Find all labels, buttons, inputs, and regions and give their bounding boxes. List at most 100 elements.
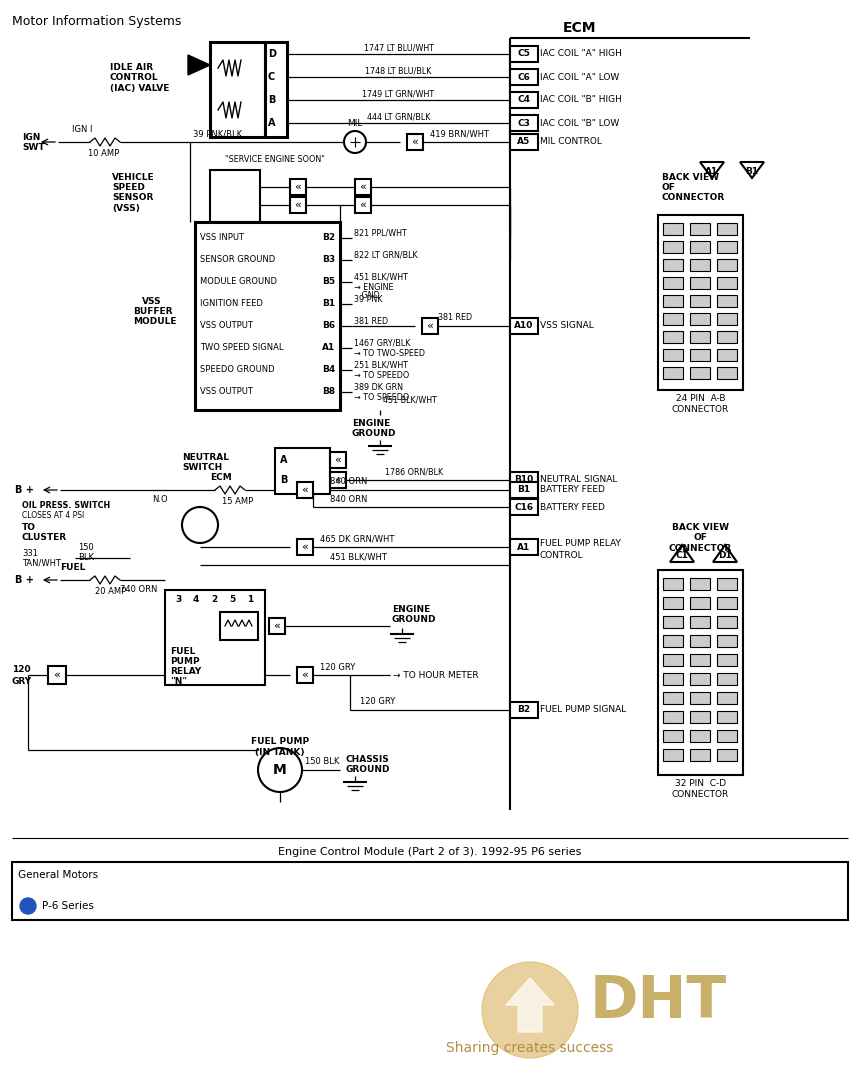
Text: OIL PRESS. SWITCH: OIL PRESS. SWITCH <box>22 500 110 510</box>
Bar <box>717 635 737 647</box>
Bar <box>355 179 371 195</box>
Text: 821 PPL/WHT: 821 PPL/WHT <box>354 229 407 238</box>
Text: B2: B2 <box>518 705 531 715</box>
Text: A10: A10 <box>514 322 534 330</box>
Bar <box>690 711 710 723</box>
Text: → TO HOUR METER: → TO HOUR METER <box>393 671 479 679</box>
Text: D: D <box>268 49 276 59</box>
Text: VSS INPUT: VSS INPUT <box>200 233 244 243</box>
Text: TAN/WHT: TAN/WHT <box>22 558 61 567</box>
Text: A1: A1 <box>518 542 531 552</box>
Text: 3: 3 <box>175 595 181 605</box>
Bar <box>510 46 538 62</box>
Text: 120 GRY: 120 GRY <box>360 698 396 706</box>
Text: B6: B6 <box>322 322 335 330</box>
Text: CONNECTOR: CONNECTOR <box>662 193 725 203</box>
Text: BACK VIEW
OF
CONNECTOR: BACK VIEW OF CONNECTOR <box>669 523 732 553</box>
Text: 1786 ORN/BLK: 1786 ORN/BLK <box>385 468 443 476</box>
Text: GROUND: GROUND <box>352 430 396 438</box>
Text: 840 ORN: 840 ORN <box>330 495 367 503</box>
Bar <box>690 222 710 235</box>
Text: N.O: N.O <box>152 496 168 504</box>
Text: BACK VIEW: BACK VIEW <box>662 174 719 183</box>
Bar <box>663 597 683 609</box>
Text: IAC COIL "B" LOW: IAC COIL "B" LOW <box>540 119 619 127</box>
Text: C4: C4 <box>518 95 531 105</box>
Text: ECM: ECM <box>210 473 231 483</box>
Bar <box>510 69 538 85</box>
Text: A1: A1 <box>322 343 335 352</box>
Text: 10 AMP: 10 AMP <box>88 148 120 158</box>
Bar <box>658 570 743 775</box>
Bar <box>717 276 737 289</box>
Bar <box>663 313 683 325</box>
Text: → TO SPEEDO: → TO SPEEDO <box>354 393 409 403</box>
Text: VSS OUTPUT: VSS OUTPUT <box>200 388 253 396</box>
Text: 381 RED: 381 RED <box>438 313 472 323</box>
Text: 15 AMP: 15 AMP <box>222 497 253 505</box>
Text: MIL: MIL <box>347 120 363 129</box>
Bar <box>717 711 737 723</box>
Polygon shape <box>506 978 554 1032</box>
Text: FUEL: FUEL <box>60 564 85 572</box>
Bar <box>717 313 737 325</box>
Text: Engine Control Module (Part 2 of 3). 1992-95 P6 series: Engine Control Module (Part 2 of 3). 199… <box>279 847 581 858</box>
Text: CONTROL: CONTROL <box>540 551 584 559</box>
Bar <box>290 197 306 213</box>
Text: CHASSIS: CHASSIS <box>345 756 389 765</box>
Bar <box>690 673 710 685</box>
Text: B1: B1 <box>518 486 531 495</box>
Text: 1748 LT BLU/BLK: 1748 LT BLU/BLK <box>366 67 432 76</box>
Text: B: B <box>268 95 275 105</box>
Text: 389 DK GRN: 389 DK GRN <box>354 382 403 391</box>
Text: 39 PNK/BLK: 39 PNK/BLK <box>193 130 243 138</box>
Text: 1: 1 <box>247 595 253 605</box>
Text: B1: B1 <box>746 167 759 176</box>
Bar <box>510 702 538 718</box>
Bar <box>690 578 710 590</box>
Text: NEUTRAL SIGNAL: NEUTRAL SIGNAL <box>540 475 617 485</box>
Text: «: « <box>273 621 280 631</box>
Text: GRY: GRY <box>12 676 32 686</box>
Text: «: « <box>295 183 302 192</box>
Bar <box>690 313 710 325</box>
Text: PUMP: PUMP <box>170 658 200 666</box>
Text: 465 DK GRN/WHT: 465 DK GRN/WHT <box>320 535 395 543</box>
Text: 2: 2 <box>211 595 218 605</box>
Bar <box>663 222 683 235</box>
Text: BLK: BLK <box>78 553 94 563</box>
Polygon shape <box>188 55 210 75</box>
Text: 451 BLK/WHT: 451 BLK/WHT <box>330 553 387 562</box>
Text: 444 LT GRN/BLK: 444 LT GRN/BLK <box>367 112 430 121</box>
Text: (VSS): (VSS) <box>112 203 140 213</box>
Text: CONTROL: CONTROL <box>110 73 158 82</box>
Bar <box>297 667 313 683</box>
Text: "SERVICE ENGINE SOON": "SERVICE ENGINE SOON" <box>225 156 325 164</box>
Text: (IN TANK): (IN TANK) <box>255 747 304 756</box>
Text: 120 GRY: 120 GRY <box>320 662 355 672</box>
Bar <box>690 597 710 609</box>
Bar <box>663 276 683 289</box>
Bar <box>690 330 710 343</box>
Bar <box>663 241 683 253</box>
Bar <box>717 673 737 685</box>
Text: FUEL PUMP: FUEL PUMP <box>251 738 309 746</box>
Text: MODULE GROUND: MODULE GROUND <box>200 278 277 286</box>
Text: TWO SPEED SIGNAL: TWO SPEED SIGNAL <box>200 343 284 352</box>
Text: IGNITION FEED: IGNITION FEED <box>200 299 263 309</box>
Bar <box>510 482 538 498</box>
Bar <box>717 259 737 271</box>
Text: B5: B5 <box>322 278 335 286</box>
Text: 120: 120 <box>12 665 31 675</box>
Bar <box>265 42 287 137</box>
Text: C: C <box>268 72 275 82</box>
Text: C16: C16 <box>514 502 533 512</box>
Bar <box>690 616 710 627</box>
Text: IAC COIL "B" HIGH: IAC COIL "B" HIGH <box>540 95 622 105</box>
Bar <box>690 367 710 379</box>
Bar <box>290 179 306 195</box>
Text: BUFFER: BUFFER <box>133 308 173 316</box>
Bar <box>510 539 538 555</box>
Text: B: B <box>280 475 287 485</box>
Text: IDLE AIR: IDLE AIR <box>110 64 153 72</box>
